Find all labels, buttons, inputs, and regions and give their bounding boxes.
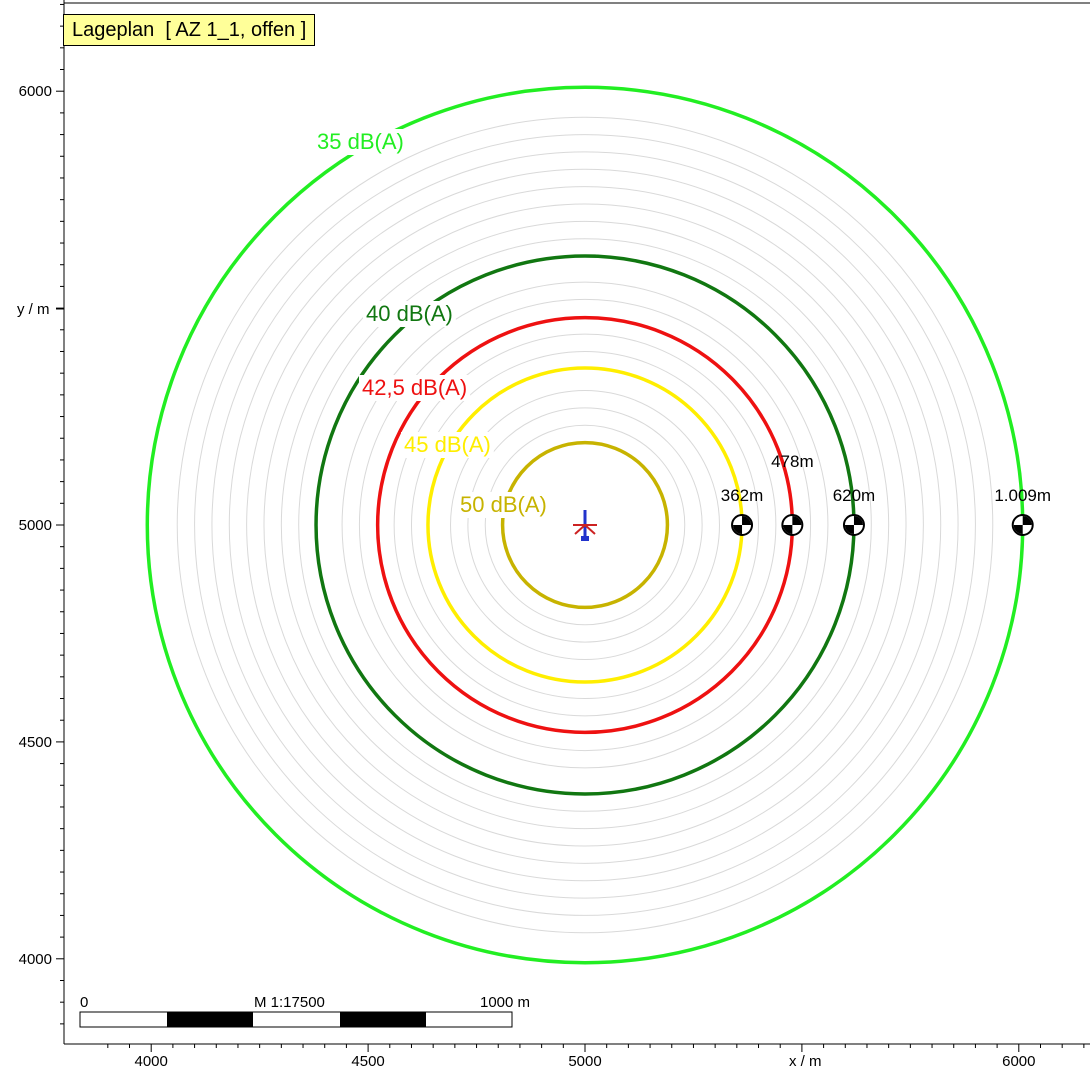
receiver-quadrant: [733, 525, 743, 534]
x-axis-title: x / m: [789, 1053, 822, 1070]
turbine-blade: [584, 524, 596, 535]
receiver-quadrant: [1022, 516, 1032, 525]
y-tick-label: 4500: [19, 734, 52, 751]
background-ring: [358, 298, 812, 752]
scale-bar-start-label: 0: [80, 994, 88, 1011]
background-ring: [484, 424, 686, 626]
turbine-blade: [574, 524, 586, 535]
turbine-base: [581, 536, 589, 541]
plot-frame: [63, 0, 1090, 1045]
receiver-distance-label: 1.009m: [994, 486, 1051, 505]
receiver-marker: 620m: [833, 486, 876, 536]
background-ring: [450, 390, 720, 660]
contour-label: 35 dB(A): [317, 129, 404, 154]
background-ring: [211, 151, 959, 899]
contour-label-bg: [401, 432, 494, 458]
contour-label-bg: [359, 375, 471, 401]
axis-ticks: [56, 3, 1085, 1052]
receiver-quadrant: [792, 516, 802, 525]
contour-label-bg: [363, 301, 456, 327]
background-ring: [280, 220, 890, 830]
wind-turbine-icon: [573, 510, 597, 541]
receiver-quadrant: [844, 525, 854, 534]
background-ring: [341, 281, 829, 769]
receiver-quadrant: [742, 516, 752, 525]
receiver-quadrant: [853, 516, 863, 525]
y-tick-label: 4000: [19, 951, 52, 968]
receiver-quadrant: [783, 525, 793, 534]
background-ring: [263, 203, 907, 847]
contour-label: 40 dB(A): [366, 301, 453, 326]
scale-bar-end-label: 1000 m: [480, 994, 530, 1011]
x-tick-label: 5000: [568, 1053, 601, 1070]
background-ring: [176, 116, 994, 934]
receiver-marker: 1.009m: [994, 486, 1051, 536]
background-ring: [467, 407, 703, 643]
receiver-distance-label: 620m: [833, 486, 876, 505]
background-ring: [410, 350, 760, 700]
contour-label: 45 dB(A): [404, 432, 491, 457]
plan-title: Lageplan [ AZ 1_1, offen ]: [63, 14, 316, 46]
background-ring: [298, 238, 872, 812]
axis-tick-labels: 4000 4500 5000 6000 6000 5000 4500 4000: [19, 83, 1036, 1070]
receivers: 362m 478m 620m 1.009m: [721, 452, 1051, 536]
contour-label: 50 dB(A): [460, 492, 547, 517]
contour-labels: 35 dB(A) 40 dB(A) 42,5 dB(A) 45 dB(A) 50 dB(…: [314, 129, 550, 518]
receiver-marker: 478m: [771, 452, 814, 536]
receiver-marker: 362m: [721, 486, 764, 536]
background-ring: [194, 134, 976, 916]
x-tick-label: 6000: [1002, 1053, 1035, 1070]
y-axis-title: y / m: [17, 301, 50, 318]
receiver-distance-label: 362m: [721, 486, 764, 505]
y-tick-label: 6000: [19, 83, 52, 100]
scale-bar-ratio-label: M 1:17500: [254, 994, 325, 1011]
background-ring: [228, 168, 942, 882]
receiver-quadrant: [1013, 525, 1023, 534]
background-rings: [176, 116, 994, 934]
x-tick-label: 4000: [135, 1053, 168, 1070]
background-ring: [393, 333, 777, 717]
contour-label-bg: [457, 492, 550, 518]
scale-bar: 0 M 1:17500 1000 m: [79, 994, 530, 1028]
background-ring: [246, 186, 924, 864]
x-tick-label: 4500: [351, 1053, 384, 1070]
contour-line: [500, 440, 670, 610]
contour-label: 42,5 dB(A): [362, 375, 467, 400]
contour-label-bg: [314, 129, 407, 155]
receiver-distance-label: 478m: [771, 452, 814, 471]
y-tick-label: 5000: [19, 517, 52, 534]
